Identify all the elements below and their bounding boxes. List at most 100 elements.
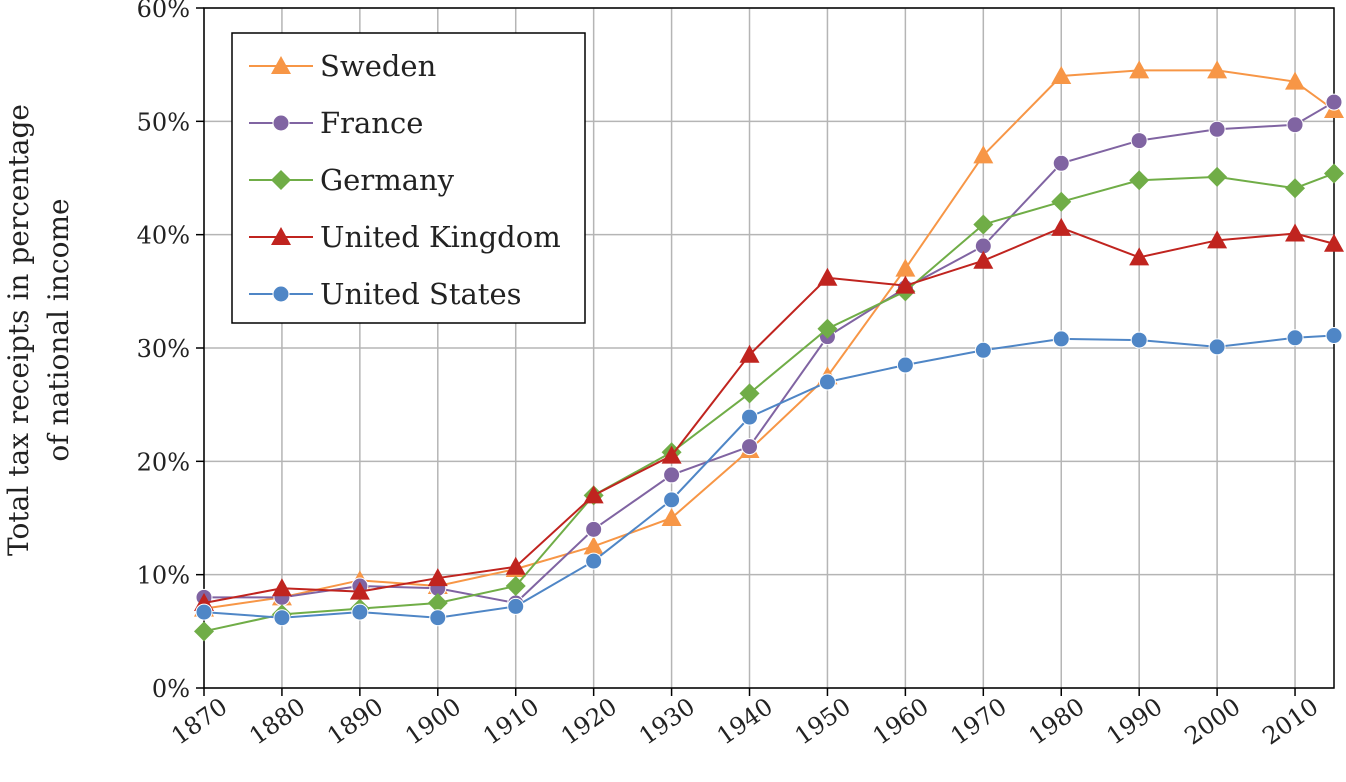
legend-label: United States bbox=[320, 277, 522, 311]
y-tick-label: 30% bbox=[137, 335, 190, 363]
data-point-united-states bbox=[1052, 330, 1070, 348]
legend-swatch-marker bbox=[272, 285, 290, 303]
legend-label: Sweden bbox=[320, 49, 436, 83]
data-point-germany bbox=[973, 214, 994, 235]
x-tick-label: 1920 bbox=[556, 692, 622, 750]
data-point-united-kingdom bbox=[1324, 233, 1344, 252]
y-axis-title-line: of national income bbox=[42, 198, 75, 461]
data-point-sweden bbox=[973, 145, 994, 164]
data-point-united-kingdom bbox=[271, 578, 292, 597]
y-axis-title: Total tax receipts in percentage of natio… bbox=[2, 104, 75, 556]
x-tick-label: 1880 bbox=[244, 692, 310, 750]
legend-item-sweden: Sweden bbox=[249, 49, 436, 83]
data-point-united-states bbox=[741, 408, 759, 426]
legend-label: France bbox=[320, 106, 423, 140]
legend-item-united-states: United States bbox=[249, 277, 522, 311]
data-point-france bbox=[1325, 93, 1343, 111]
data-point-united-states bbox=[1325, 327, 1343, 345]
data-point-germany bbox=[739, 383, 760, 404]
data-point-united-kingdom bbox=[739, 344, 760, 363]
data-point-united-states bbox=[1208, 338, 1226, 356]
data-point-sweden bbox=[1207, 60, 1228, 79]
data-point-germany bbox=[505, 576, 526, 596]
data-point-united-states bbox=[896, 356, 914, 374]
y-tick-label: 20% bbox=[137, 448, 190, 476]
data-point-france bbox=[663, 466, 681, 484]
y-tick-label: 60% bbox=[137, 0, 190, 23]
x-tick-label: 1990 bbox=[1102, 692, 1168, 750]
legend-swatch-marker bbox=[272, 114, 290, 132]
legend: Sweden France Germany United Kingdom United … bbox=[231, 32, 586, 324]
data-point-germany bbox=[194, 621, 214, 642]
series-line-germany bbox=[203, 172, 1335, 633]
legend-swatch-marker bbox=[271, 56, 291, 74]
data-point-united-states bbox=[585, 552, 603, 570]
data-point-sweden bbox=[1051, 66, 1072, 84]
data-point-united-kingdom bbox=[349, 581, 370, 600]
x-tick-label: 1940 bbox=[712, 692, 778, 750]
data-point-united-states bbox=[818, 373, 836, 391]
data-point-united-kingdom bbox=[817, 267, 838, 286]
data-point-sweden bbox=[661, 508, 682, 526]
x-tick-label: 1910 bbox=[478, 692, 544, 750]
x-tick-label: 1890 bbox=[322, 692, 388, 750]
legend-item-france: France bbox=[249, 106, 423, 140]
data-point-united-states bbox=[663, 491, 681, 509]
y-axis-ticks: 0% 10% 20% 30% 40% 50% 60% bbox=[137, 0, 204, 703]
series-line-united-kingdom bbox=[203, 226, 1335, 604]
data-point-united-kingdom bbox=[1051, 217, 1072, 236]
data-point-france bbox=[1208, 120, 1226, 138]
x-tick-label: 1950 bbox=[790, 692, 856, 750]
data-point-united-kingdom bbox=[895, 275, 916, 294]
x-tick-label: 2000 bbox=[1179, 692, 1245, 750]
series-layer bbox=[194, 60, 1344, 642]
y-axis-title-line: Total tax receipts in percentage bbox=[2, 104, 35, 556]
data-point-united-kingdom bbox=[973, 250, 994, 269]
series-line-sweden bbox=[203, 69, 1335, 610]
legend-box bbox=[231, 32, 586, 324]
series-united-states bbox=[195, 327, 1343, 627]
data-point-united-states bbox=[429, 609, 447, 627]
y-tick-label: 10% bbox=[137, 562, 190, 590]
data-point-germany bbox=[817, 318, 838, 339]
legend-swatch-marker bbox=[271, 227, 291, 245]
data-point-united-kingdom bbox=[661, 445, 682, 464]
x-tick-label: 1960 bbox=[868, 692, 934, 750]
x-tick-label: 1970 bbox=[946, 692, 1012, 750]
data-point-france bbox=[585, 520, 603, 538]
series-germany bbox=[194, 163, 1344, 642]
data-point-france bbox=[1130, 132, 1148, 150]
series-line-france bbox=[204, 101, 1335, 605]
data-point-united-kingdom bbox=[1207, 230, 1228, 249]
x-tick-label: 2010 bbox=[1257, 692, 1323, 750]
legend-item-united-kingdom: United Kingdom bbox=[249, 220, 561, 254]
data-point-united-states bbox=[1286, 329, 1304, 347]
data-point-france bbox=[1052, 154, 1070, 172]
y-tick-label: 40% bbox=[137, 222, 190, 250]
data-point-germany bbox=[1129, 170, 1150, 191]
data-point-united-kingdom bbox=[505, 556, 526, 575]
data-point-germany bbox=[1324, 163, 1344, 184]
data-point-sweden bbox=[1129, 60, 1150, 79]
data-point-sweden bbox=[895, 258, 916, 277]
data-point-united-kingdom bbox=[1285, 223, 1306, 242]
series-line-united-states bbox=[203, 334, 1335, 619]
y-tick-label: 50% bbox=[137, 108, 190, 136]
data-point-sweden bbox=[1285, 71, 1306, 90]
legend-label: Germany bbox=[320, 163, 455, 197]
data-point-united-states bbox=[1130, 331, 1148, 349]
x-tick-label: 1930 bbox=[634, 692, 700, 750]
data-point-germany bbox=[1207, 166, 1228, 187]
data-point-france bbox=[1286, 116, 1304, 134]
data-point-united-states bbox=[195, 603, 213, 621]
legend-item-germany: Germany bbox=[249, 163, 455, 197]
data-point-united-kingdom bbox=[427, 568, 448, 587]
data-point-sweden bbox=[583, 536, 604, 555]
x-tick-label: 1980 bbox=[1024, 692, 1090, 750]
x-axis-ticks: 1870 1880 1890 1900 1910 1920 1930 1940 1950 1960… bbox=[166, 688, 1323, 750]
data-point-united-kingdom bbox=[583, 485, 604, 504]
data-point-united-states bbox=[273, 609, 291, 627]
x-tick-label: 1900 bbox=[400, 692, 466, 750]
y-tick-label: 0% bbox=[152, 675, 190, 703]
